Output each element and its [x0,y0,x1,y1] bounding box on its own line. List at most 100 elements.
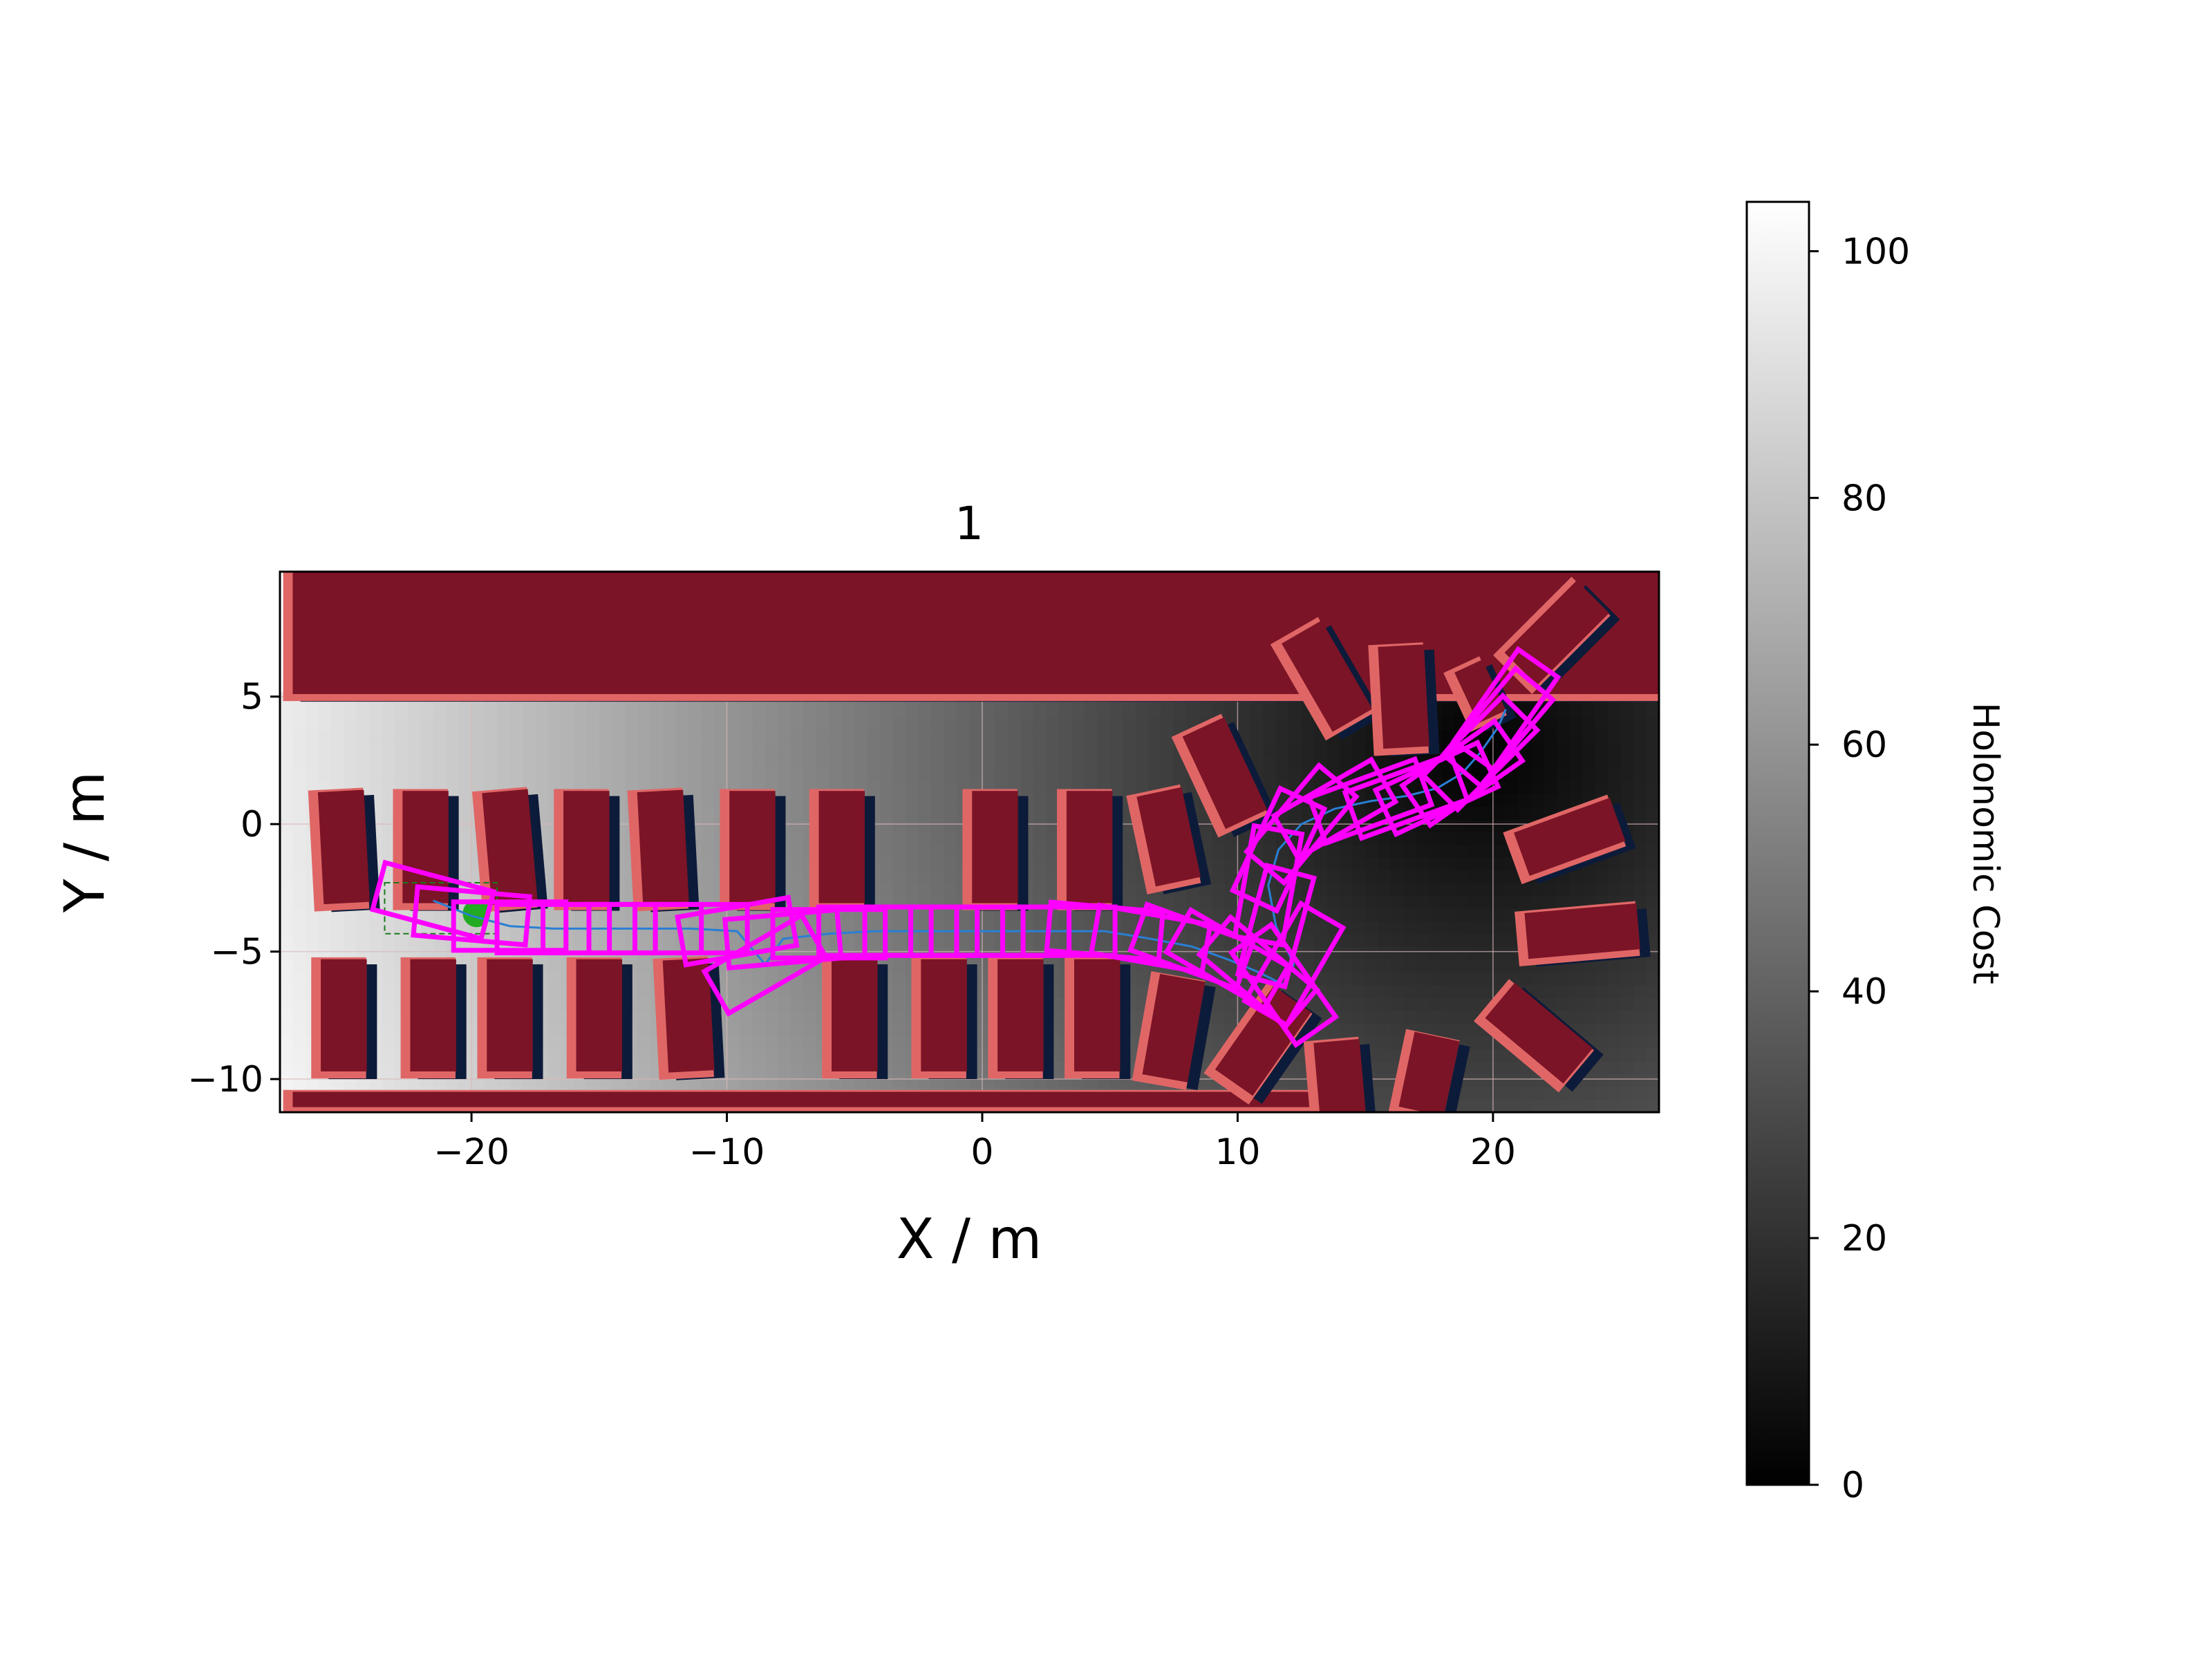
cost-cell [1212,1010,1226,1024]
cost-cell [675,717,689,731]
cost-cell [1608,717,1622,731]
cost-cell [1480,1099,1494,1112]
cost-cell [561,768,574,782]
cost-cell [1582,780,1596,794]
cost-cell [1263,729,1277,743]
cost-cell [1020,717,1034,731]
cost-cell [1569,1099,1583,1112]
cost-cell [1135,729,1149,743]
cost-cell [382,997,395,1011]
cost-cell [880,844,894,858]
cost-cell [1633,793,1647,807]
cost-cell [688,717,702,731]
cost-cell [599,755,612,769]
cost-cell [957,933,971,947]
cost-cell [1391,946,1405,960]
cost-cell [688,742,702,756]
cost-cell [969,717,983,731]
cost-cell [1518,1087,1532,1100]
cost-cell [292,742,306,756]
obstacle [1142,973,1206,1082]
cost-cell [1620,793,1634,807]
cost-cell [1224,895,1239,909]
cost-cell [1378,921,1391,935]
cost-cell [1033,870,1047,883]
cost-cell [790,780,804,794]
cost-cell [280,895,294,909]
cost-cell [497,768,511,782]
cost-cell [382,793,395,807]
cost-cell [1416,933,1430,947]
cost-cell [803,1035,817,1049]
cost-cell [280,857,294,871]
cost-cell [944,704,957,718]
cost-cell [318,933,332,947]
cost-cell [829,742,843,756]
cost-cell [892,818,906,832]
cost-cell [280,997,294,1011]
cost-cell [1058,768,1072,782]
cost-cell [1633,729,1647,743]
cost-cell [280,832,294,845]
cost-cell [1365,933,1379,947]
cost-cell [356,908,370,921]
cost-cell [1454,933,1468,947]
cost-cell [1314,742,1328,756]
cost-cell [1595,704,1609,718]
cost-cell [778,1022,791,1036]
cost-cell [1582,883,1596,897]
cost-cell [1416,959,1430,973]
cost-cell [1531,780,1545,794]
cost-cell [892,857,906,871]
cost-cell [1646,768,1659,782]
cost-cell [1480,908,1494,921]
cost-cell [1084,742,1098,756]
cost-cell [1480,895,1494,909]
cost-cell [1480,832,1494,845]
cost-cell [1135,780,1149,794]
cost-cell [1633,1074,1647,1087]
cost-cell [509,908,523,921]
cost-cell [1633,844,1647,858]
cost-cell [867,704,881,718]
cost-cell [854,729,868,743]
cost-cell [280,780,294,794]
cost-cell [1454,908,1468,921]
cost-cell [1467,806,1481,820]
cost-cell [982,933,996,947]
cost-cell [318,729,332,743]
cost-cell [880,768,894,782]
cost-cell [471,780,485,794]
cost-cell [1340,883,1353,897]
cost-cell [1531,1099,1545,1112]
cost-cell [1454,857,1468,871]
cost-cell [637,1035,651,1049]
cost-cell [1492,972,1506,986]
cost-cell [1608,1074,1622,1087]
cost-cell [1007,729,1021,743]
cost-cell [1123,768,1136,782]
cost-cell [458,704,472,718]
cost-cell [1340,857,1353,871]
cost-cell [880,832,894,845]
cost-cell [280,793,294,807]
cost-cell [790,984,804,998]
cost-cell [1224,704,1239,718]
cost-cell [1595,883,1609,897]
cost-cell [1620,1074,1634,1087]
cost-cell [1403,844,1417,858]
cost-cell [1109,729,1123,743]
cost-cell [1633,895,1647,909]
cost-cell [1454,1010,1468,1024]
cost-cell [292,793,306,807]
cost-cell [701,717,715,731]
cost-cell [1608,1061,1622,1075]
cost-cell [1633,1087,1647,1100]
cost-cell [1071,768,1085,782]
cost-cell [918,768,932,782]
cost-cell [982,755,996,769]
cost-cell [816,768,830,782]
cost-cell [918,742,932,756]
cost-cell [292,883,306,897]
cost-cell [803,1061,817,1075]
